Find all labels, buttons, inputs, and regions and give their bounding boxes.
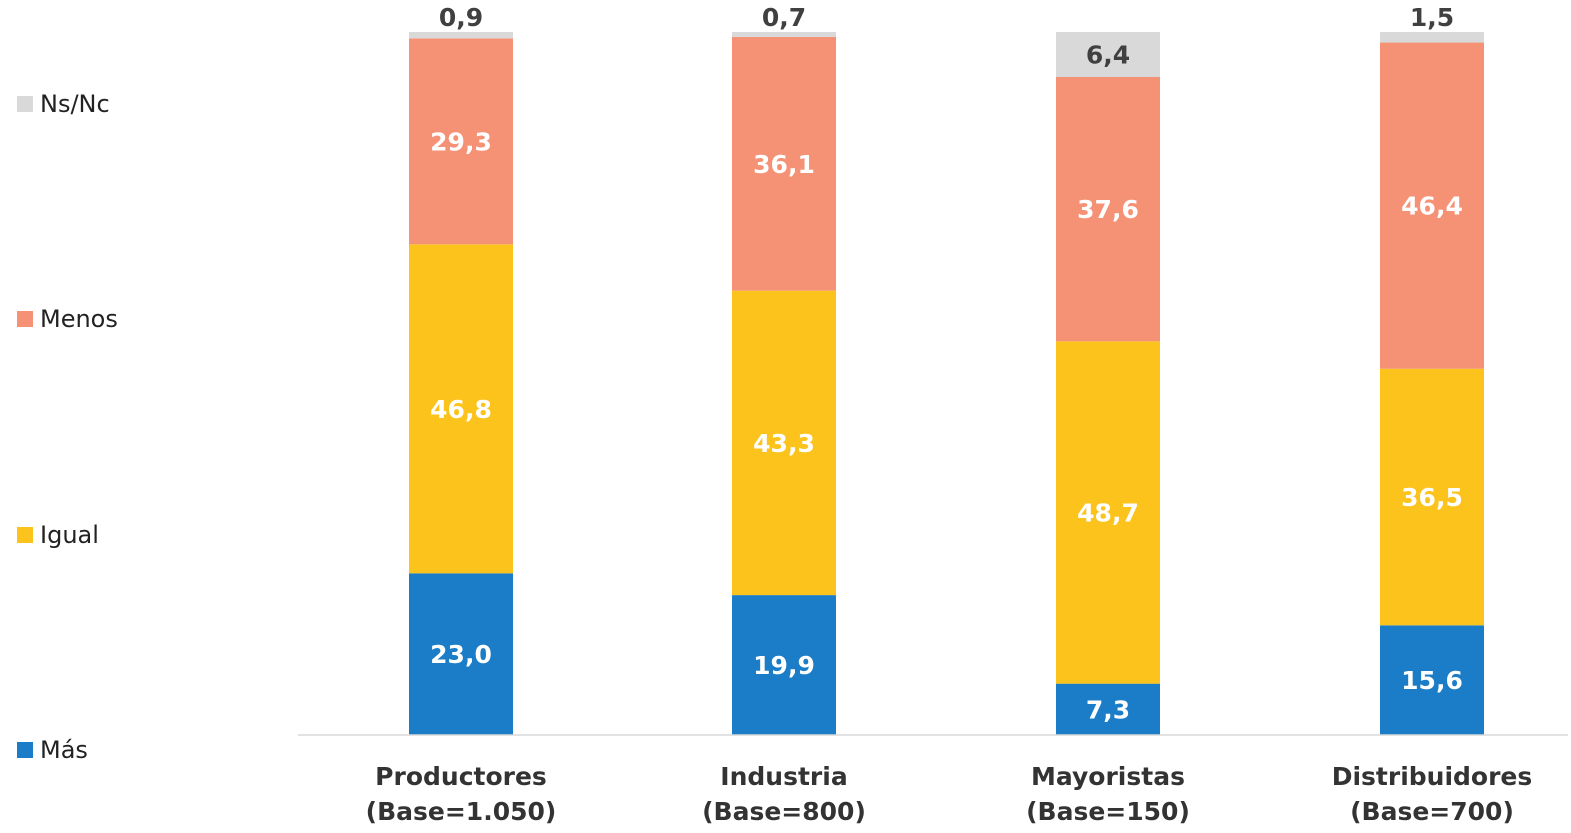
bar-segment: [1380, 32, 1484, 43]
bar-segment: [1056, 32, 1160, 77]
data-label: 37,6: [1077, 195, 1139, 224]
bar-segment: [1056, 76, 1160, 342]
bar-segment: [1056, 341, 1160, 684]
data-label: 15,6: [1401, 666, 1463, 695]
data-label: 1,5: [1410, 3, 1454, 32]
category-tick-label: Mayoristas: [1031, 762, 1185, 791]
data-label: 29,3: [430, 127, 492, 156]
data-label: 0,9: [439, 3, 483, 32]
legend-swatch: [17, 742, 33, 758]
bar-segment: [1380, 42, 1484, 369]
bar-segment: [732, 595, 836, 735]
data-label: 19,9: [753, 651, 815, 680]
bar-segment: [409, 573, 513, 735]
bar-segment: [732, 290, 836, 596]
legend-swatch: [17, 311, 33, 327]
chart-legend: Más Igual Menos Ns/Nc: [17, 90, 118, 764]
data-label: 48,7: [1077, 499, 1139, 528]
data-label: 0,7: [762, 3, 806, 32]
data-label: 46,8: [430, 395, 492, 424]
bar-segment: [732, 32, 836, 37]
category-tick-label: Productores: [375, 762, 547, 791]
bar-segment: [1056, 683, 1160, 735]
data-label: 7,3: [1086, 695, 1130, 724]
legend-entry: Ns/Nc: [40, 90, 110, 118]
category-axis: Productores (Base=1.050) Industria (Base=80…: [366, 762, 1533, 826]
data-label: 43,3: [753, 429, 815, 458]
bar-segment: [1380, 625, 1484, 735]
category-tick-label: Industria: [720, 762, 847, 791]
data-label: 6,4: [1086, 40, 1130, 69]
legend-swatch: [17, 527, 33, 543]
legend-swatch: [17, 96, 33, 112]
category-tick-label: (Base=800): [702, 797, 866, 826]
category-tick-label: (Base=150): [1026, 797, 1190, 826]
data-label: 36,5: [1401, 483, 1463, 512]
plot-area: 23,0 46,8 29,3 0,9 19,9 43,3 36,1 0,7 7,3 48,7 37,…: [409, 3, 1484, 735]
category-tick-label: (Base=700): [1350, 797, 1514, 826]
bar-segment: [409, 32, 513, 39]
legend-entry: Igual: [40, 521, 99, 549]
category-tick-label: Distribuidores: [1332, 762, 1533, 791]
category-tick-label: (Base=1.050): [366, 797, 557, 826]
data-label: 46,4: [1401, 192, 1463, 221]
bar-segment: [409, 38, 513, 245]
bar-segment: [1380, 368, 1484, 626]
legend-entry: Menos: [40, 305, 118, 333]
data-label: 36,1: [753, 150, 815, 179]
bar-segment: [409, 244, 513, 574]
bar-segment: [732, 36, 836, 291]
legend-entry: Más: [40, 736, 88, 764]
data-label: 23,0: [430, 640, 492, 669]
